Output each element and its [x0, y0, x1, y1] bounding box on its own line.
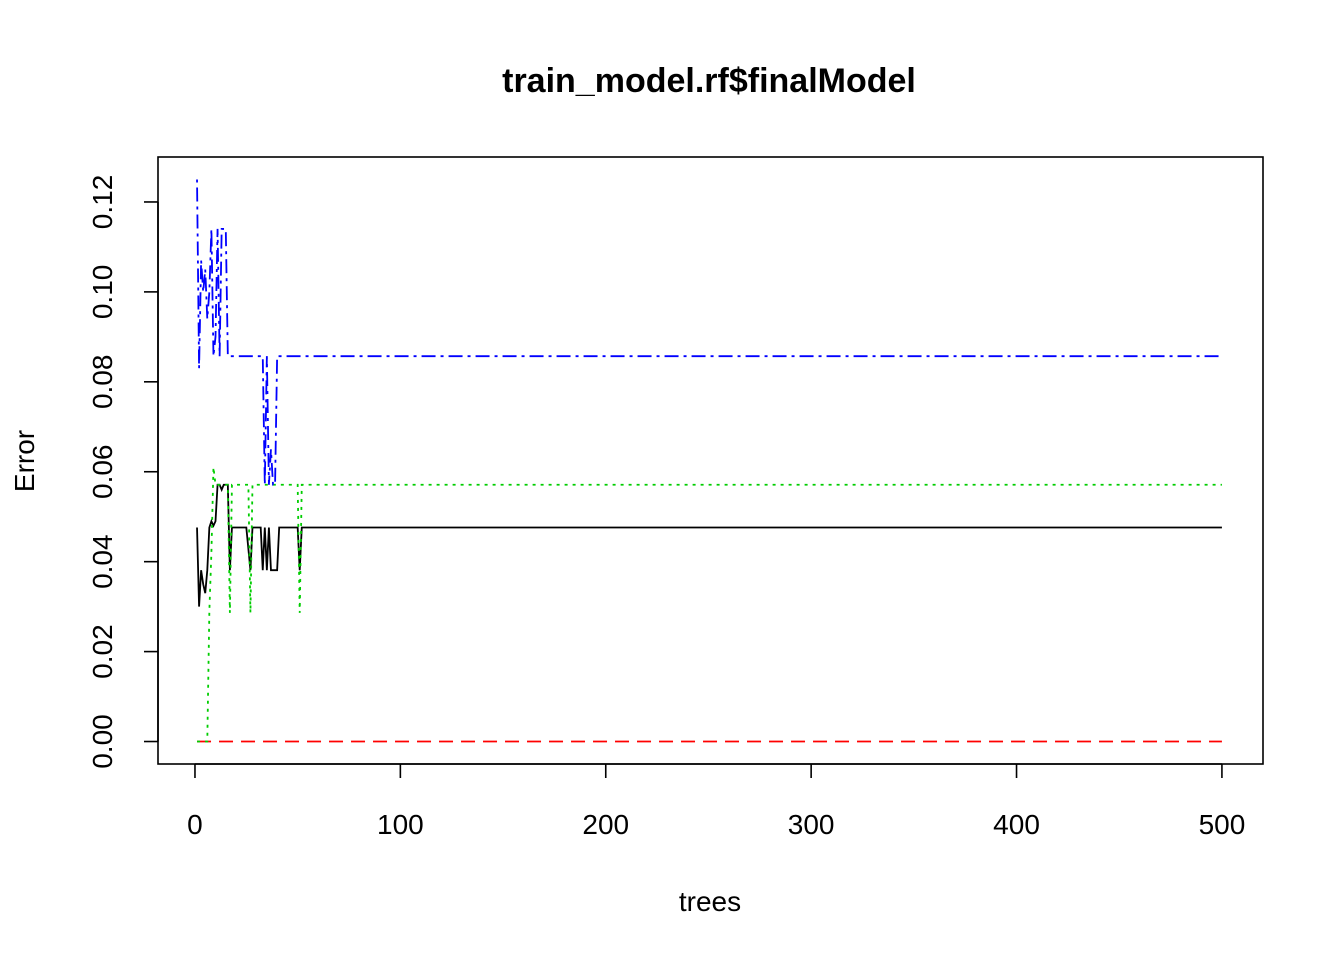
- series-line-1: [196, 483, 1222, 607]
- y-axis-label: Error: [9, 430, 40, 492]
- x-tick-label: 400: [993, 809, 1040, 840]
- series-line-3: [197, 467, 1222, 743]
- plot-frame: [157, 156, 1264, 765]
- y-tick-label: 0.02: [87, 624, 118, 679]
- x-axis-label: trees: [679, 886, 741, 917]
- y-tick-label: 0.04: [87, 534, 118, 589]
- y-tick-label: 0.06: [87, 444, 118, 499]
- x-tick-label: 100: [377, 809, 424, 840]
- series-layer: [196, 179, 1222, 743]
- x-tick-label: 500: [1199, 809, 1246, 840]
- y-tick-label: 0.12: [87, 175, 118, 230]
- x-tick-label: 200: [582, 809, 629, 840]
- y-tick-label: 0.08: [87, 355, 118, 410]
- x-axis: 0 100 200 300 400 500: [187, 763, 1246, 840]
- y-tick-label: 0.10: [87, 265, 118, 320]
- x-tick-label: 0: [187, 809, 203, 840]
- series-line-4: [196, 179, 1222, 486]
- x-tick-label: 300: [788, 809, 835, 840]
- y-axis: 0.00 0.02 0.04 0.06 0.08 0.10 0.12: [87, 175, 159, 769]
- chart-title: train_model.rf$finalModel: [502, 62, 916, 100]
- y-tick-label: 0.00: [87, 714, 118, 769]
